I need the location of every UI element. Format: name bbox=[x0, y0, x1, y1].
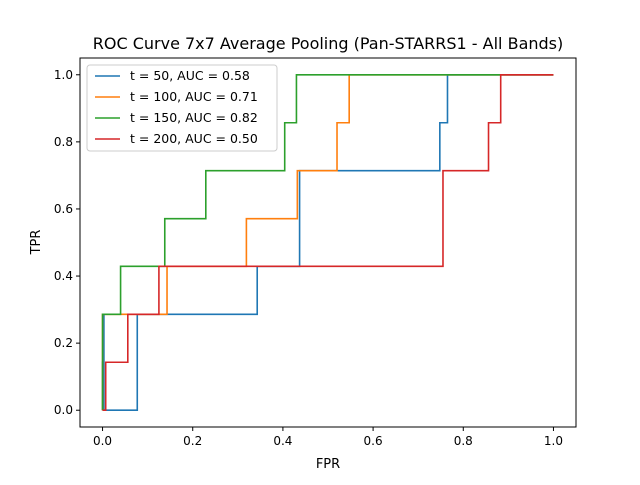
series-line-2 bbox=[101, 73, 554, 411]
chart-title: ROC Curve 7x7 Average Pooling (Pan-STARR… bbox=[93, 34, 564, 53]
legend-label-4: t = 200, AUC = 0.50 bbox=[130, 131, 258, 146]
series-line-4 bbox=[102, 73, 554, 412]
legend-label-3: t = 150, AUC = 0.82 bbox=[130, 110, 258, 125]
legend-box bbox=[86, 64, 278, 152]
axis-ticks: 0.0 0.2 0.4 0.6 0.8 1.0 0.0 0.2 0.4 0.6 0.8 1.0 bbox=[54, 68, 563, 448]
y-axis-label: TPR bbox=[29, 230, 44, 256]
x-tick-label: 1.0 bbox=[544, 434, 563, 448]
x-axis-label: FPR bbox=[316, 457, 340, 472]
y-tick-label: 0.0 bbox=[54, 403, 73, 417]
x-tick-label: 0.0 bbox=[93, 434, 112, 448]
y-tick-label: 0.6 bbox=[54, 202, 73, 216]
legend-label-1: t = 50, AUC = 0.58 bbox=[130, 68, 250, 83]
plot-area bbox=[101, 73, 554, 412]
x-tick-label: 0.8 bbox=[454, 434, 473, 448]
y-tick-label: 0.2 bbox=[54, 336, 73, 350]
legend: t = 50, AUC = 0.58 t = 100, AUC = 0.71 t =… bbox=[86, 64, 278, 152]
x-tick-label: 0.2 bbox=[183, 434, 202, 448]
axes-frame bbox=[79, 57, 577, 428]
y-tick-label: 0.8 bbox=[54, 135, 73, 149]
series-line-3 bbox=[101, 73, 554, 411]
x-tick-label: 0.6 bbox=[364, 434, 383, 448]
series-line-1 bbox=[101, 73, 554, 412]
x-tick-label: 0.4 bbox=[273, 434, 292, 448]
y-tick-label: 1.0 bbox=[54, 68, 73, 82]
legend-label-2: t = 100, AUC = 0.71 bbox=[130, 89, 258, 104]
y-tick-label: 0.4 bbox=[54, 269, 73, 283]
